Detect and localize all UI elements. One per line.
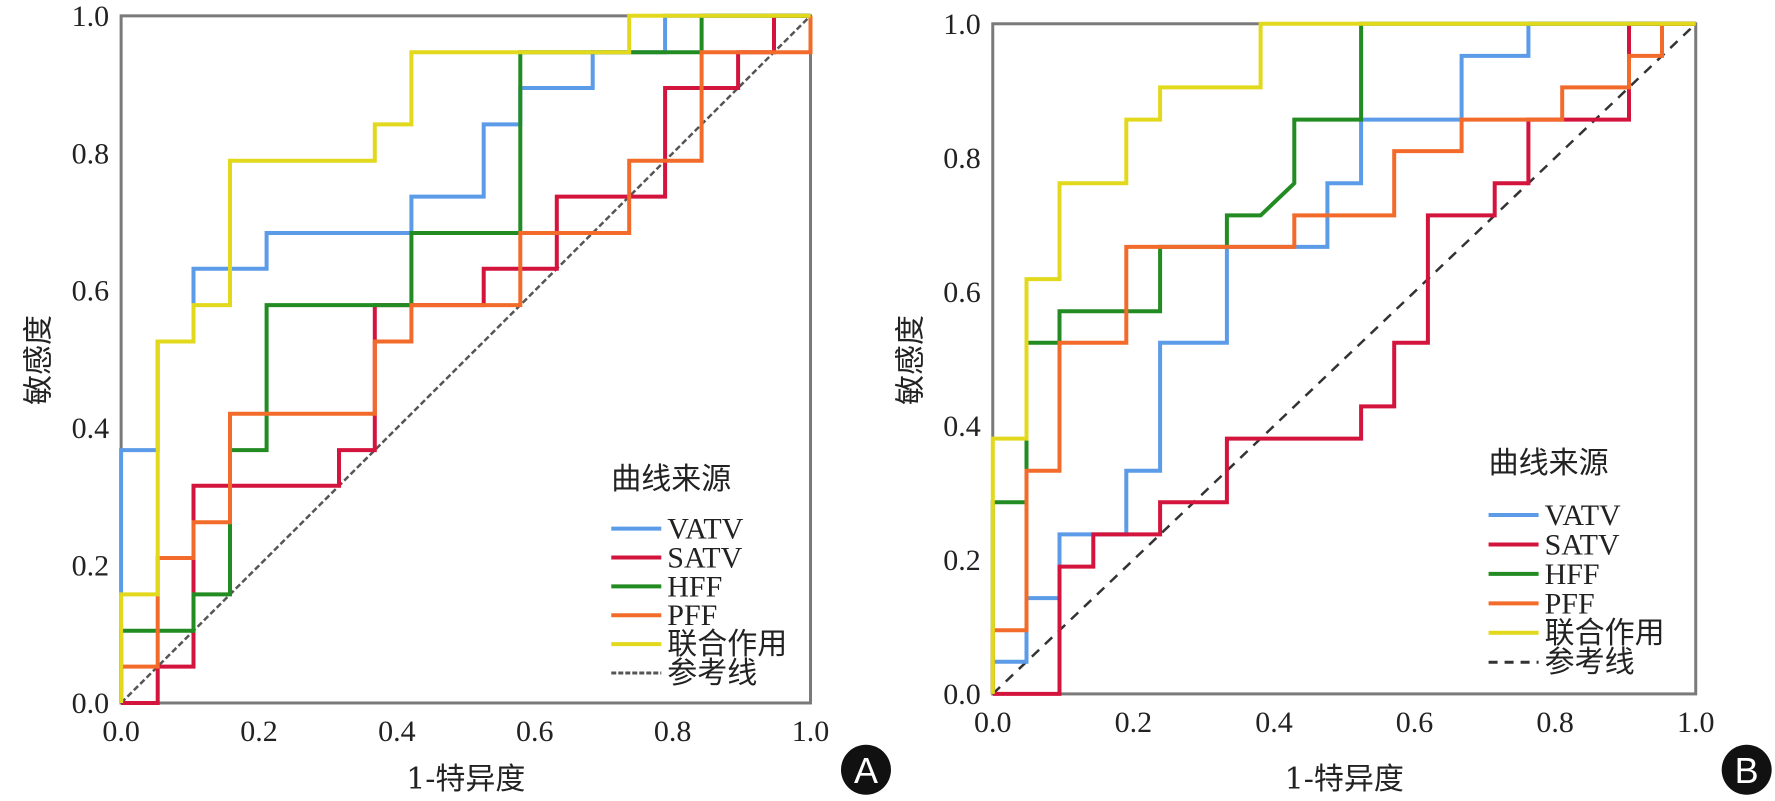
y-tick-label: 1.0 xyxy=(943,8,981,41)
series-line-satv xyxy=(121,13,811,705)
series-line-satv xyxy=(992,21,1696,696)
x-tick-label: 0.4 xyxy=(378,715,416,748)
x-tick-label: 0.0 xyxy=(974,706,1012,739)
roc-chart-b: 0.0 0.2 0.4 0.6 0.8 1.0 0.0 0.2 0.4 0.6 0.8 1.0 1-特异… xyxy=(893,8,1772,797)
legend-title: 曲线来源 xyxy=(1489,446,1609,481)
legend-label: SATV xyxy=(667,542,742,575)
panel-badge-circle xyxy=(1721,744,1772,795)
legend-label: HFF xyxy=(667,570,722,603)
panel-badge-label: B xyxy=(1735,750,1759,791)
legend-label: VATV xyxy=(1545,499,1621,532)
x-tick-label: 0.2 xyxy=(1115,706,1153,739)
series-line-hff xyxy=(119,13,811,703)
roc-chart-a: 0.0 0.2 0.4 0.6 0.8 1.0 0.0 0.2 0.4 0.6 0.8 1.0 1-特异… xyxy=(22,0,891,797)
y-axis-label: 敏感度 xyxy=(893,315,928,405)
series-line-联合作用 xyxy=(119,13,811,703)
legend-label: PFF xyxy=(667,599,717,632)
series-line-vatv xyxy=(990,21,1696,694)
x-tick-label: 0.0 xyxy=(102,715,140,748)
series-line-pff xyxy=(990,21,1696,694)
y-tick-label: 0.6 xyxy=(943,276,981,309)
x-tick-label: 1.0 xyxy=(1677,706,1715,739)
series-line-reference xyxy=(120,14,812,704)
x-tick-label: 0.4 xyxy=(1255,706,1293,739)
y-axis-label: 敏感度 xyxy=(22,315,57,405)
y-tick-label: 0.0 xyxy=(72,687,110,720)
panel-badge: B xyxy=(1721,744,1772,795)
x-tick-label: 0.2 xyxy=(240,715,278,748)
legend-label: 联合作用 xyxy=(1545,617,1665,650)
x-tick-label: 0.8 xyxy=(654,715,692,748)
series-line-pff xyxy=(119,15,813,703)
legend-label: 参考线 xyxy=(1545,646,1635,679)
panel-badge-circle xyxy=(840,744,891,795)
y-tick-label: 0.0 xyxy=(943,678,981,711)
legend-title: 曲线来源 xyxy=(611,462,731,497)
legend-label: PFF xyxy=(1545,587,1595,620)
panel-badge: A xyxy=(840,744,891,795)
y-tick-label: 0.8 xyxy=(943,142,981,175)
y-tick-label: 0.4 xyxy=(943,410,981,443)
y-tick-label: 0.6 xyxy=(72,275,110,308)
x-tick-label: 0.6 xyxy=(516,715,554,748)
y-tick-label: 0.2 xyxy=(72,550,110,583)
panel-badge-label: A xyxy=(854,750,878,791)
y-tick-label: 0.2 xyxy=(943,544,981,577)
x-axis-label: 1-特异度 xyxy=(1285,762,1404,797)
legend-label: 参考线 xyxy=(667,657,757,690)
legend-label: SATV xyxy=(1545,528,1620,561)
x-axis-label: 1-特异度 xyxy=(406,762,525,797)
y-tick-label: 0.8 xyxy=(72,137,110,170)
x-tick-label: 0.8 xyxy=(1536,706,1574,739)
plot-frame xyxy=(991,22,1698,696)
y-tick-label: 0.4 xyxy=(72,412,110,445)
legend-label: VATV xyxy=(667,513,743,546)
legend-label: HFF xyxy=(1545,558,1600,591)
x-tick-label: 1.0 xyxy=(792,715,830,748)
y-tick-label: 1.0 xyxy=(72,0,110,33)
x-tick-label: 0.6 xyxy=(1396,706,1434,739)
series-line-联合作用 xyxy=(990,21,1696,694)
legend-label: 联合作用 xyxy=(667,628,787,661)
